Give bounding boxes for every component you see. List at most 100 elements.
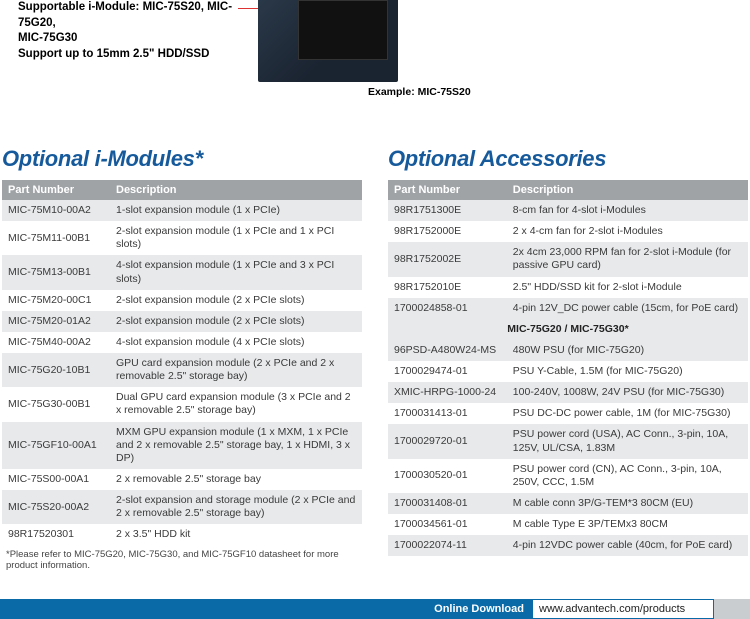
cell-part-number: MIC-75S00-00A1 <box>2 469 110 490</box>
table-row: 1700034561-01M cable Type E 3P/TEMx3 80C… <box>388 514 748 535</box>
cell-part-number: MIC-75G30-00B1 <box>2 387 110 421</box>
cell-description: PSU Y-Cable, 1.5M (for MIC-75G20) <box>507 361 748 382</box>
top-line-1: Supportable i-Module: MIC-75S20, MIC-75G… <box>18 0 268 31</box>
table-row: MIC-75M13-00B14-slot expansion module (1… <box>2 255 362 289</box>
cell-description: 2-slot expansion module (1 x PCIe and 1 … <box>110 221 362 255</box>
cell-part-number: 98R1752000E <box>388 221 507 242</box>
cell-part-number: MIC-75G20-10B1 <box>2 353 110 387</box>
cell-part-number: 1700034561-01 <box>388 514 507 535</box>
cell-description: 2 x 4-cm fan for 2-slot i-Modules <box>507 221 748 242</box>
cell-part-number: 98R1751300E <box>388 200 507 221</box>
table-row: 98R1751300E8-cm fan for 4-slot i-Modules <box>388 200 748 221</box>
table-row: 96PSD-A480W24-MS480W PSU (for MIC-75G20) <box>388 340 748 361</box>
cell-part-number: 1700029474-01 <box>388 361 507 382</box>
cell-part-number: 1700030520-01 <box>388 459 507 493</box>
cell-description: 4-slot expansion module (4 x PCIe slots) <box>110 332 362 353</box>
table-row: XMIC-HRPG-1000-24100-240V, 1008W, 24V PS… <box>388 382 748 403</box>
cell-description: 100-240V, 1008W, 24V PSU (for MIC-75G30) <box>507 382 748 403</box>
cell-description: 4-pin 12VDC power cable (40cm, for PoE c… <box>507 535 748 556</box>
th-description: Description <box>507 180 748 200</box>
cell-part-number: 98R1752002E <box>388 242 507 276</box>
supportable-text: Supportable i-Module: MIC-75S20, MIC-75G… <box>18 0 268 62</box>
table-row: 98R1752000E2 x 4-cm fan for 2-slot i-Mod… <box>388 221 748 242</box>
table-row: 1700029474-01PSU Y-Cable, 1.5M (for MIC-… <box>388 361 748 382</box>
cell-description: M cable Type E 3P/TEMx3 80CM <box>507 514 748 535</box>
product-image <box>258 0 398 82</box>
download-url[interactable]: www.advantech.com/products <box>532 599 714 619</box>
cell-part-number: XMIC-HRPG-1000-24 <box>388 382 507 403</box>
table-row: MIC-75S20-00A22-slot expansion and stora… <box>2 490 362 524</box>
cell-part-number: 1700031413-01 <box>388 403 507 424</box>
example-caption: Example: MIC-75S20 <box>368 86 471 98</box>
cell-part-number: 1700031408-01 <box>388 493 507 514</box>
col-i-modules: Optional i-Modules* Part Number Descript… <box>2 146 362 571</box>
cell-part-number: 98R17520301 <box>2 524 110 545</box>
cell-part-number: 1700022074-11 <box>388 535 507 556</box>
table-accessories: Part Number Description 98R1751300E8-cm … <box>388 180 748 556</box>
download-bar-cap <box>714 599 750 619</box>
heading-i-modules: Optional i-Modules* <box>2 146 362 172</box>
cell-description: 2 x removable 2.5" storage bay <box>110 469 362 490</box>
cell-description: 8-cm fan for 4-slot i-Modules <box>507 200 748 221</box>
columns: Optional i-Modules* Part Number Descript… <box>0 100 750 571</box>
table-row: 98R1752002E2x 4cm 23,000 RPM fan for 2-s… <box>388 242 748 276</box>
cell-part-number: MIC-75M20-01A2 <box>2 311 110 332</box>
subheader-label: MIC-75G20 / MIC-75G30* <box>388 319 748 340</box>
table-row: 1700022074-114-pin 12VDC power cable (40… <box>388 535 748 556</box>
cell-description: 4-slot expansion module (1 x PCIe and 3 … <box>110 255 362 289</box>
cell-description: 2x 4cm 23,000 RPM fan for 2-slot i-Modul… <box>507 242 748 276</box>
table-row: 98R1752010E2.5" HDD/SSD kit for 2-slot i… <box>388 277 748 298</box>
cell-part-number: MIC-75GF10-00A1 <box>2 422 110 469</box>
table-row: 1700031413-01PSU DC-DC power cable, 1M (… <box>388 403 748 424</box>
table-row: MIC-75M11-00B12-slot expansion module (1… <box>2 221 362 255</box>
table-row: 1700024858-014-pin 12V_DC power cable (1… <box>388 298 748 319</box>
product-image-inner <box>298 0 388 60</box>
table-row: 1700031408-01M cable conn 3P/G-TEM*3 80C… <box>388 493 748 514</box>
cell-description: PSU power cord (USA), AC Conn., 3-pin, 1… <box>507 424 748 458</box>
cell-part-number: 96PSD-A480W24-MS <box>388 340 507 361</box>
table-subheader: MIC-75G20 / MIC-75G30* <box>388 319 748 340</box>
cell-description: 2-slot expansion and storage module (2 x… <box>110 490 362 524</box>
cell-description: GPU card expansion module (2 x PCIe and … <box>110 353 362 387</box>
top-line-2: MIC-75G30 <box>18 31 268 47</box>
table-row: MIC-75M10-00A21-slot expansion module (1… <box>2 200 362 221</box>
cell-description: M cable conn 3P/G-TEM*3 80CM (EU) <box>507 493 748 514</box>
table-row: MIC-75M20-01A22-slot expansion module (2… <box>2 311 362 332</box>
cell-part-number: 1700024858-01 <box>388 298 507 319</box>
table-row: MIC-75M40-00A24-slot expansion module (4… <box>2 332 362 353</box>
cell-description: 4-pin 12V_DC power cable (15cm, for PoE … <box>507 298 748 319</box>
cell-description: 2-slot expansion module (2 x PCIe slots) <box>110 311 362 332</box>
table-row: MIC-75M20-00C12-slot expansion module (2… <box>2 290 362 311</box>
cell-part-number: MIC-75M13-00B1 <box>2 255 110 289</box>
cell-part-number: MIC-75M20-00C1 <box>2 290 110 311</box>
cell-description: 2 x 3.5" HDD kit <box>110 524 362 545</box>
top-area: Supportable i-Module: MIC-75S20, MIC-75G… <box>0 0 750 100</box>
footnote: *Please refer to MIC-75G20, MIC-75G30, a… <box>2 545 362 571</box>
table-row: MIC-75G20-10B1GPU card expansion module … <box>2 353 362 387</box>
cell-description: 2-slot expansion module (2 x PCIe slots) <box>110 290 362 311</box>
cell-description: PSU power cord (CN), AC Conn., 3-pin, 10… <box>507 459 748 493</box>
table-row: MIC-75GF10-00A1MXM GPU expansion module … <box>2 422 362 469</box>
th-part-number: Part Number <box>2 180 110 200</box>
cell-description: 2.5" HDD/SSD kit for 2-slot i-Module <box>507 277 748 298</box>
cell-part-number: 98R1752010E <box>388 277 507 298</box>
cell-part-number: MIC-75M40-00A2 <box>2 332 110 353</box>
cell-part-number: MIC-75M11-00B1 <box>2 221 110 255</box>
table-row: MIC-75G30-00B1Dual GPU card expansion mo… <box>2 387 362 421</box>
download-bar: Online Download www.advantech.com/produc… <box>0 599 750 619</box>
cell-part-number: 1700029720-01 <box>388 424 507 458</box>
th-description: Description <box>110 180 362 200</box>
table-row: 1700029720-01PSU power cord (USA), AC Co… <box>388 424 748 458</box>
cell-description: PSU DC-DC power cable, 1M (for MIC-75G30… <box>507 403 748 424</box>
heading-accessories: Optional Accessories <box>388 146 748 172</box>
cell-description: MXM GPU expansion module (1 x MXM, 1 x P… <box>110 422 362 469</box>
col-accessories: Optional Accessories Part Number Descrip… <box>388 146 748 571</box>
cell-part-number: MIC-75S20-00A2 <box>2 490 110 524</box>
th-part-number: Part Number <box>388 180 507 200</box>
download-label: Online Download <box>0 599 532 619</box>
cell-description: 1-slot expansion module (1 x PCIe) <box>110 200 362 221</box>
cell-part-number: MIC-75M10-00A2 <box>2 200 110 221</box>
table-row: 98R175203012 x 3.5" HDD kit <box>2 524 362 545</box>
cell-description: Dual GPU card expansion module (3 x PCIe… <box>110 387 362 421</box>
table-i-modules: Part Number Description MIC-75M10-00A21-… <box>2 180 362 545</box>
